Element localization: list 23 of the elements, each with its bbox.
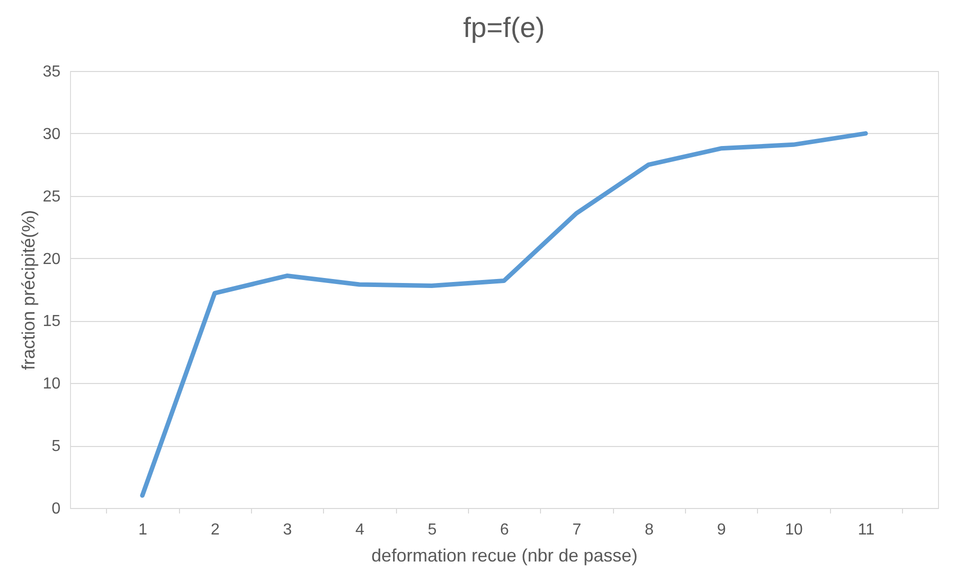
x-tick-label: 7 — [572, 522, 582, 538]
y-tick-label: 20 — [42, 250, 61, 268]
x-tick-label: 3 — [283, 522, 292, 538]
y-tick-label: 35 — [42, 64, 61, 80]
x-tick-label: 4 — [355, 522, 364, 538]
chart-title: fp=f(e) — [463, 12, 545, 43]
y-tick-label: 0 — [52, 500, 61, 518]
x-axis-title: deformation recue (nbr de passe) — [371, 546, 638, 566]
y-tick-label: 10 — [42, 376, 61, 393]
x-tick-label: 1 — [138, 522, 148, 538]
x-tick-label: 8 — [644, 522, 654, 538]
x-tick-label: 5 — [428, 522, 437, 538]
x-tick-label: 10 — [784, 522, 803, 538]
x-tick-label: 2 — [210, 522, 220, 538]
x-tick-label: 9 — [717, 522, 726, 538]
line-series — [140, 131, 868, 498]
y-tick-label: 30 — [42, 126, 61, 143]
y-axis-title: fraction précipité(%) — [18, 210, 39, 370]
x-tick-label: 11 — [858, 522, 875, 538]
y-tick-label: 15 — [42, 313, 61, 330]
y-tick-label: 5 — [52, 438, 61, 456]
y-tick-label: 25 — [42, 188, 61, 206]
x-tick-label: 6 — [500, 522, 510, 538]
